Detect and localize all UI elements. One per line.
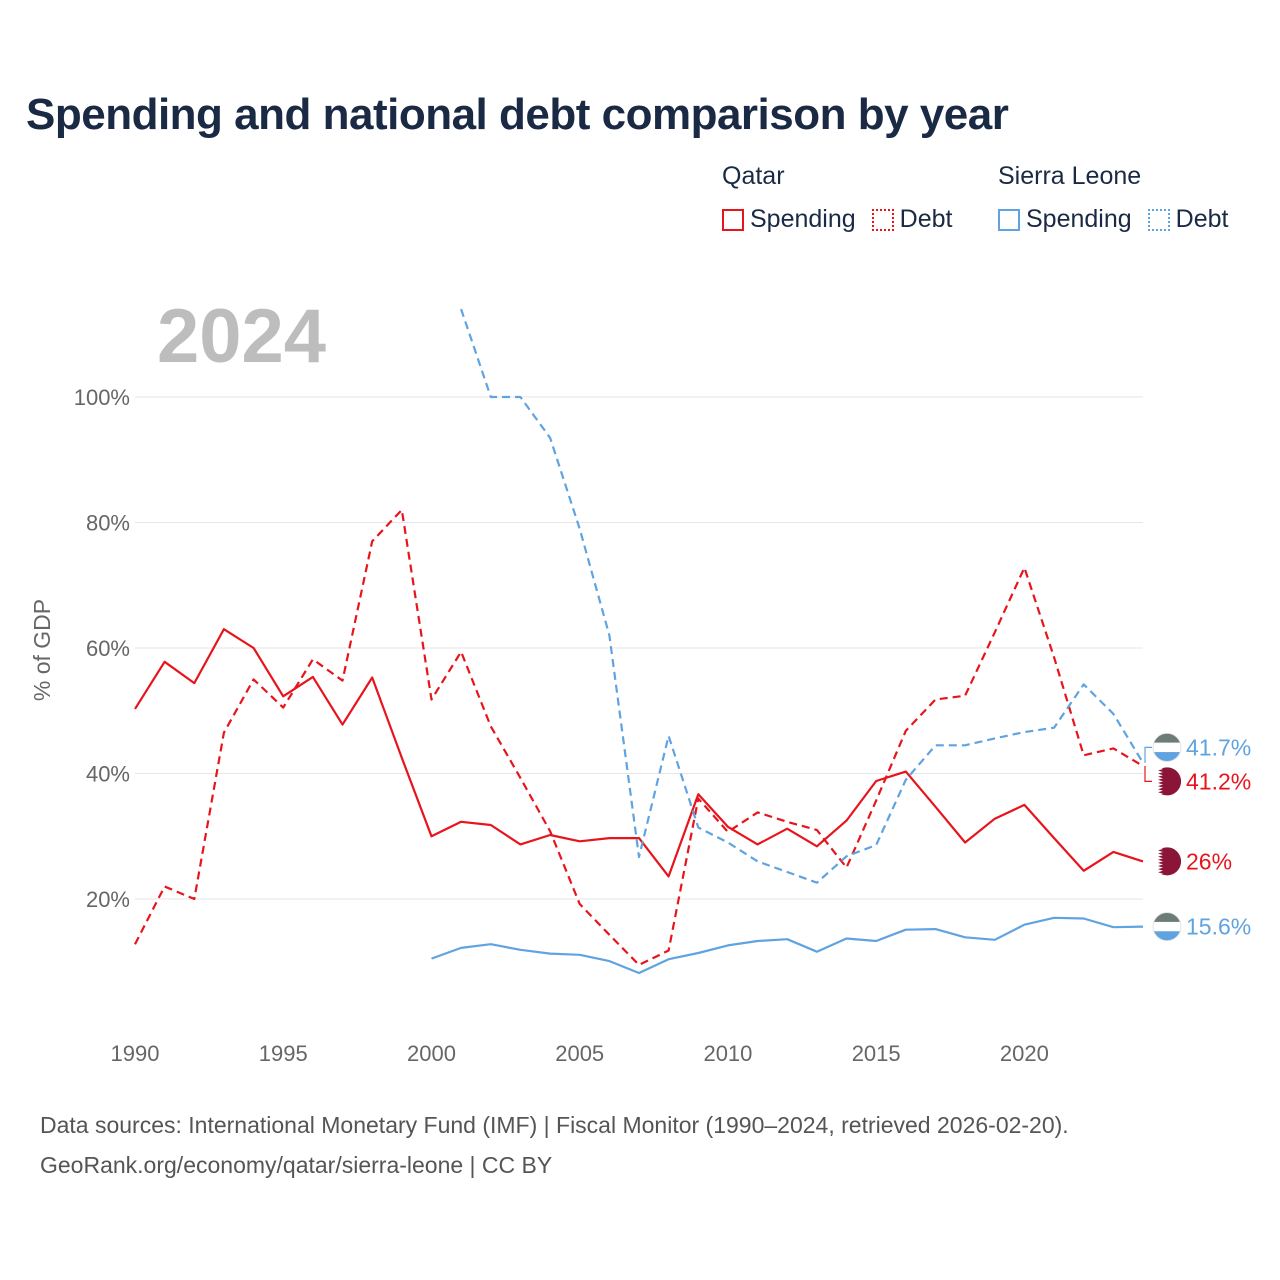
series-line-qatar-spending[interactable] — [134, 628, 1144, 878]
sierra-leone-flag-icon — [1152, 912, 1182, 942]
legend-label: Debt — [899, 205, 953, 233]
dotted-swatch-icon — [871, 208, 894, 231]
source-line: Data sources: International Monetary Fun… — [40, 1112, 1069, 1138]
legend-item-qatar-spending[interactable]: Spending — [722, 205, 856, 234]
solid-swatch-icon — [722, 208, 744, 231]
legend-group-name: Qatar — [722, 162, 785, 190]
end-value-label: 15.6% — [1186, 914, 1251, 940]
y-axis-label: % of GDP — [29, 599, 55, 701]
y-tick-label: 20% — [86, 887, 130, 912]
leader-line — [1144, 746, 1152, 763]
solid-swatch-icon — [998, 208, 1020, 231]
legend-group-sierra-leone: Sierra Leone Spending Debt — [998, 162, 1228, 234]
legend-item-sierra-leone-debt[interactable]: Debt — [1147, 205, 1229, 234]
source-line: GeoRank.org/economy/qatar/sierra-leone |… — [40, 1152, 553, 1178]
source-note: Data sources: International Monetary Fun… — [40, 1105, 1069, 1185]
qatar-flag-icon — [1153, 767, 1181, 796]
x-tick-label: 1995 — [259, 1041, 308, 1066]
end-value-label: 26% — [1186, 848, 1232, 874]
legend-group-qatar: Qatar Spending Debt — [722, 162, 952, 234]
qatar-flag-icon — [1153, 847, 1181, 876]
chart-title: Spending and national debt comparison by… — [26, 90, 1009, 139]
series-line-sierra-leone-debt[interactable] — [460, 308, 1144, 884]
y-tick-label: 60% — [86, 636, 130, 661]
y-tick-label: 40% — [86, 762, 130, 787]
legend-item-sierra-leone-spending[interactable]: Spending — [998, 205, 1132, 234]
end-marker-sierra-leone-debt: 41.7% — [1144, 733, 1251, 763]
y-tick-label: 80% — [86, 511, 130, 536]
end-value-label: 41.7% — [1186, 734, 1251, 760]
legend-group-name: Sierra Leone — [998, 162, 1142, 190]
legend-item-qatar-debt[interactable]: Debt — [871, 205, 953, 234]
x-tick-label: 2015 — [852, 1041, 901, 1066]
end-marker-qatar-spending: 26% — [1153, 847, 1232, 876]
end-marker-sierra-leone-spending: 15.6% — [1152, 912, 1251, 942]
x-tick-label: 1990 — [111, 1041, 160, 1066]
end-marker-qatar-debt: 41.2% — [1144, 765, 1251, 796]
legend-label: Spending — [1026, 205, 1132, 233]
series-line-qatar-debt[interactable] — [134, 508, 1144, 966]
end-value-label: 41.2% — [1186, 768, 1251, 794]
x-tick-label: 2005 — [555, 1041, 604, 1066]
x-tick-label: 2010 — [703, 1041, 752, 1066]
legend-label: Debt — [1175, 205, 1229, 233]
line-chart: 20% 40% 60% 80% 100% 1990 1995 2000 2005 2010 2015… — [29, 294, 1251, 1066]
series-line-sierra-leone-spending[interactable] — [431, 916, 1144, 975]
leader-line — [1144, 765, 1152, 783]
x-tick-label: 2020 — [1000, 1041, 1049, 1066]
y-tick-label: 100% — [74, 385, 130, 410]
sierra-leone-flag-icon — [1152, 733, 1182, 762]
year-watermark: 2024 — [157, 294, 326, 379]
x-tick-label: 2000 — [407, 1041, 456, 1066]
dotted-swatch-icon — [1147, 208, 1170, 231]
legend-label: Spending — [750, 205, 856, 233]
